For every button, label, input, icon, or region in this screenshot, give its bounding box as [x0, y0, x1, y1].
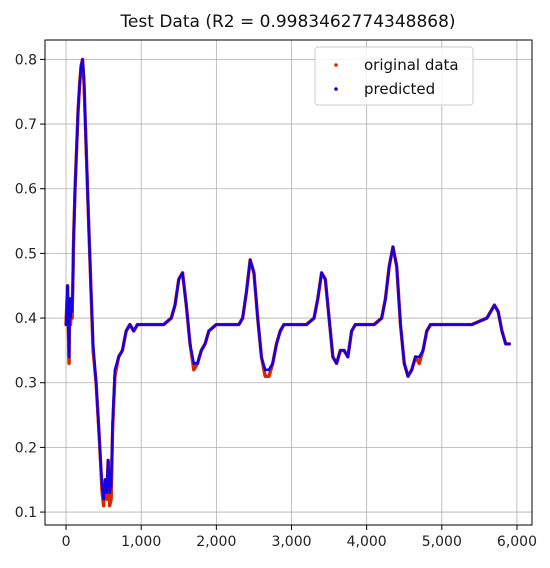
y-tick-label: 0.2: [15, 440, 37, 456]
legend-marker-predicted: [334, 87, 338, 91]
data-point: [508, 342, 511, 346]
legend-marker-original: [334, 63, 338, 67]
grid: [45, 40, 532, 525]
legend-label-original: original data: [364, 56, 459, 74]
x-tick-label: 1,000: [121, 534, 161, 550]
y-tick-label: 0.1: [15, 505, 37, 521]
legend-label-predicted: predicted: [364, 80, 435, 98]
y-tick-label: 0.4: [15, 311, 37, 327]
x-tick-label: 4,000: [347, 534, 387, 550]
legend: original data predicted: [314, 46, 474, 106]
y-tick-label: 0.6: [15, 182, 37, 198]
y-tick-label: 0.7: [15, 117, 37, 133]
plot-frame: [44, 39, 533, 526]
x-tick-label: 6,000: [497, 534, 537, 550]
series-original-data: [64, 57, 512, 508]
y-tick-label: 0.5: [15, 246, 37, 262]
y-tick-label: 0.8: [15, 52, 37, 68]
legend-box: [314, 46, 474, 106]
y-tick-label: 0.3: [15, 376, 37, 392]
x-tick-label: 0: [62, 534, 71, 550]
x-tick-label: 5,000: [422, 534, 462, 550]
chart-title: Test Data (R2 = 0.9983462774348868): [119, 12, 455, 32]
series-predicted: [64, 58, 511, 501]
axes: 0 1,000 2,000 3,000 4,000 5,000 6,000 0.1 0.2 0.3…: [15, 52, 537, 550]
x-tick-label: 2,000: [196, 534, 236, 550]
x-tick-label: 3,000: [271, 534, 311, 550]
series-layer: [64, 57, 512, 508]
